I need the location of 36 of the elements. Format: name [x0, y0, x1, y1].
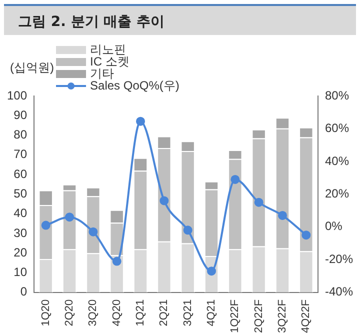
legend-label: Sales QoQ%(우)	[90, 78, 180, 92]
y-tick-label: 80	[14, 128, 28, 142]
y-axis-title: (십억원)	[10, 60, 54, 74]
x-tick-label: 3Q22F	[276, 299, 289, 334]
y2-tick-label: 0%	[324, 219, 343, 234]
x-tick-label: 3Q21	[182, 299, 194, 326]
y-tick-label: 100	[6, 88, 28, 102]
legend-label: 리노핀	[90, 42, 126, 56]
x-tick-label: 1Q21	[134, 299, 147, 326]
y-tick-label: 30	[14, 226, 28, 240]
y-tick-label: 10	[14, 265, 28, 280]
y-tick-label: 70	[14, 147, 28, 162]
y2-tick-label: 60%	[324, 121, 350, 136]
legend-label: 기타	[90, 66, 114, 80]
y-tick-label: 20	[14, 245, 28, 260]
y-tick-label: 60	[14, 166, 28, 181]
x-tick-label: 4Q20	[110, 299, 123, 326]
x-tick-label: 1Q22F	[229, 299, 242, 334]
x-tick-label: 2Q22F	[252, 299, 265, 334]
y-tick-label: 40	[14, 206, 28, 220]
x-tick-label: 3Q20	[87, 299, 100, 326]
x-tick-label: 2Q21	[158, 299, 170, 326]
legend-label: IC 소켓	[90, 54, 130, 68]
y-tick-label: 50	[14, 186, 28, 200]
x-tick-label: 4Q21	[206, 299, 218, 326]
chart-title: 그림 2. 분기 매출 추이	[18, 13, 165, 31]
x-tick-label: 4Q22F	[300, 299, 312, 334]
y2-tick-label: 20%	[324, 186, 350, 200]
y-tick-label: 0	[20, 284, 28, 299]
y-tick-label: 90	[14, 108, 28, 122]
x-tick-label: 2Q20	[64, 299, 76, 326]
y2-tick-label: -20%	[324, 252, 354, 266]
x-tick-label: 1Q20	[40, 299, 52, 326]
y2-tick-label: 40%	[324, 154, 350, 168]
y2-tick-label: 80%	[324, 88, 350, 102]
y2-tick-label: -40%	[324, 284, 354, 299]
